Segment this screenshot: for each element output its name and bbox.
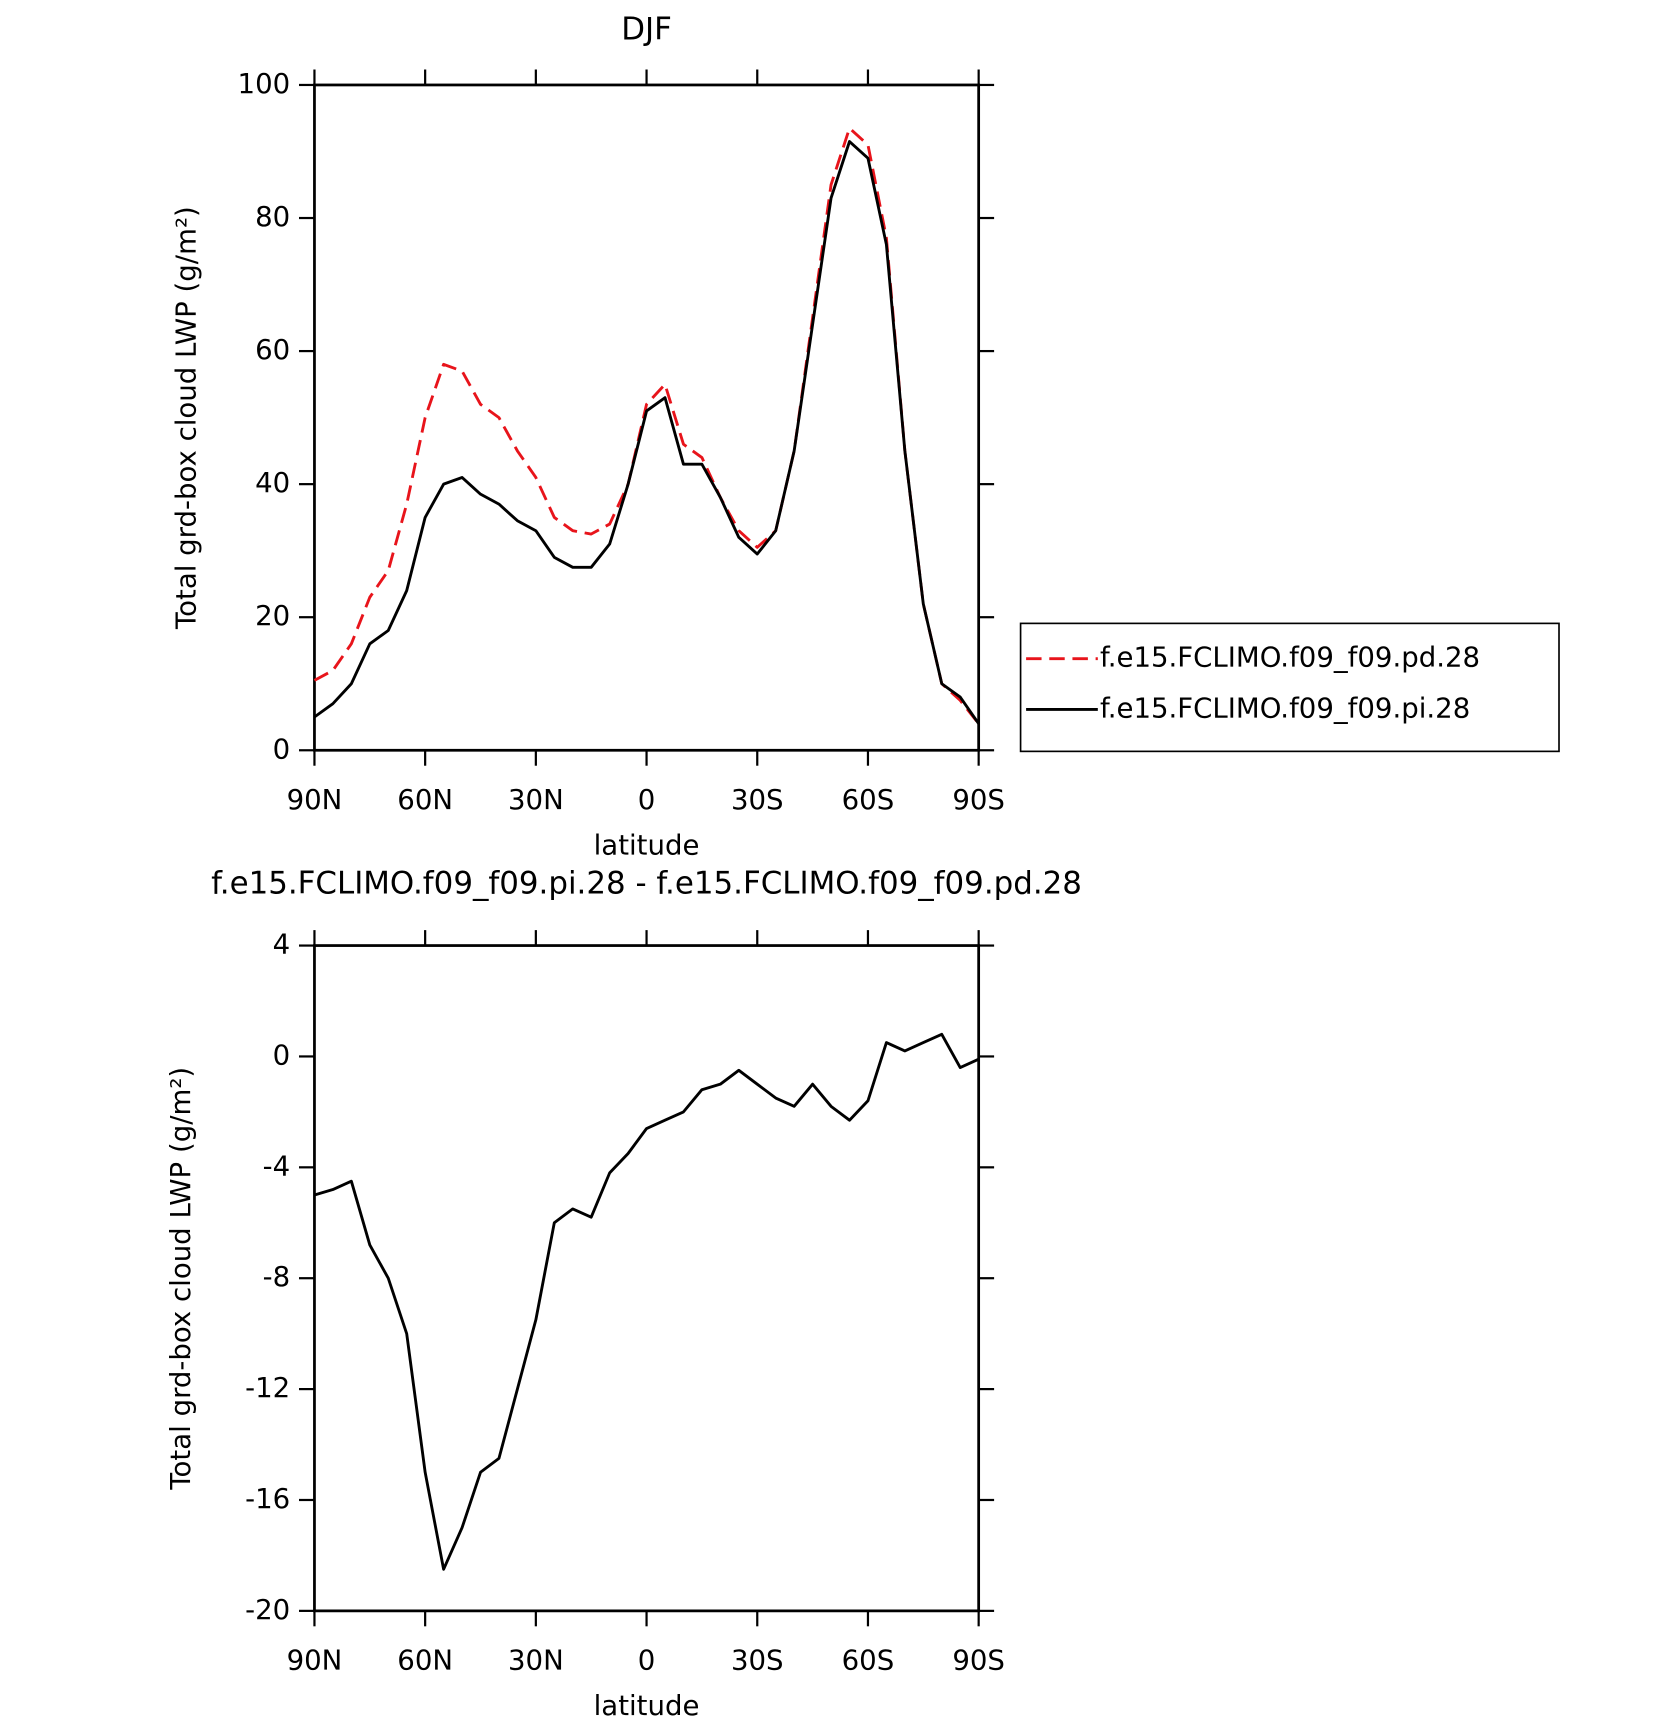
y-tick-label: -12 (245, 1371, 290, 1404)
y-tick-label: 0 (273, 732, 291, 765)
x-axis-label: latitude (594, 1689, 700, 1719)
plot-frame (313, 944, 981, 1613)
legend-label: f.e15.FCLIMO.f09_f09.pi.28 (1100, 691, 1470, 724)
x-tick-label: 60S (842, 783, 895, 816)
x-tick-label: 30N (508, 783, 564, 816)
x-tick-label: 30N (508, 1644, 564, 1677)
legend-box (1019, 622, 1560, 753)
series-line (314, 1032, 980, 1571)
x-tick-label: 30S (731, 1644, 784, 1677)
x-tick-label: 60S (842, 1644, 895, 1677)
y-tick-label: 40 (255, 466, 290, 499)
x-tick-label: 90S (952, 1644, 1005, 1677)
x-tick-label: 0 (638, 1644, 656, 1677)
y-tick-label: -8 (263, 1260, 291, 1293)
series-line (313, 140, 980, 725)
legend-label: f.e15.FCLIMO.f09_f09.pd.28 (1100, 641, 1480, 674)
y-tick-label: -4 (263, 1149, 291, 1182)
x-tick-label: 60N (397, 1644, 453, 1677)
x-tick-label: 30S (731, 783, 784, 816)
chart-title: f.e15.FCLIMO.f09_f09.pi.28 - f.e15.FCLIM… (211, 865, 1082, 901)
x-tick-label: 60N (397, 783, 453, 816)
x-tick-label: 0 (638, 783, 656, 816)
x-axis-label: latitude (594, 828, 700, 861)
y-tick-label: -16 (245, 1482, 290, 1515)
y-axis-label: Total grd-box cloud LWP (g/m²) (170, 206, 203, 630)
y-tick-label: 0 (273, 1038, 291, 1071)
series-line (313, 126, 980, 725)
y-axis-label: Total grd-box cloud LWP (g/m²) (164, 1067, 197, 1491)
chart-panel: DJF 0 20 40 60 80 100 90N 60N 30N 0 30S 60S 90S latitu… (170, 11, 1560, 861)
y-tick-label: 20 (255, 599, 290, 632)
chart-title: DJF (621, 11, 672, 47)
x-tick-label: 90N (287, 1644, 343, 1677)
plot-frame (313, 83, 981, 752)
y-tick-label: 80 (255, 200, 290, 233)
x-tick-label: 90S (952, 783, 1005, 816)
y-tick-label: 4 (273, 928, 291, 961)
y-tick-label: -20 (245, 1593, 290, 1626)
x-tick-label: 90N (287, 783, 343, 816)
chart-panel: f.e15.FCLIMO.f09_f09.pi.28 - f.e15.FCLIM… (164, 865, 1082, 1721)
y-tick-label: 100 (238, 67, 291, 100)
y-tick-label: 60 (255, 333, 290, 366)
